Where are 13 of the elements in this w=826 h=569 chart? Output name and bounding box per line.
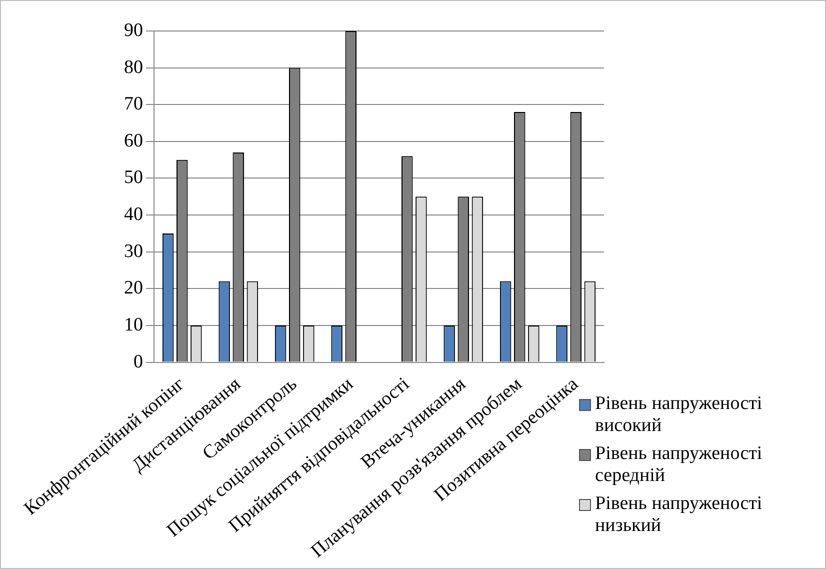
y-tick-label: 60 bbox=[124, 130, 143, 152]
y-tick-label: 90 bbox=[124, 20, 143, 41]
legend-label: Рівень напруженості високий bbox=[595, 393, 764, 437]
legend-label: Рівень напруженості низький bbox=[595, 493, 764, 537]
y-tick-label: 40 bbox=[124, 204, 143, 226]
y-tick-label: 70 bbox=[124, 94, 143, 115]
y-tick-label: 30 bbox=[124, 240, 143, 262]
y-tick-label: 20 bbox=[124, 278, 143, 299]
y-tick-label: 10 bbox=[124, 314, 143, 336]
legend-label: Рівень напруженості середній bbox=[595, 443, 764, 487]
y-tick-label: 0 bbox=[134, 351, 143, 372]
y-tick-label: 50 bbox=[124, 167, 143, 188]
y-tick-label: 80 bbox=[124, 56, 143, 78]
